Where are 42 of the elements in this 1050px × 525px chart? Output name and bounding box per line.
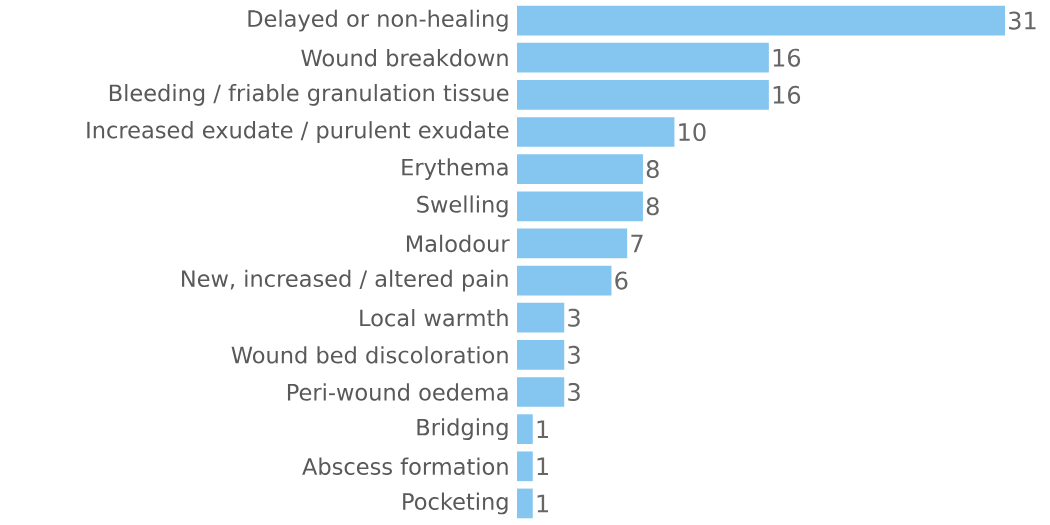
y-tick-label: Delayed or non-healing [248, 9, 508, 32]
data-label: 8 [646, 197, 659, 216]
data-label: 1 [537, 420, 548, 438]
y-tick-label: Pocketing [403, 492, 508, 515]
data-label: 7 [631, 234, 643, 253]
y-tick-label: Wound bed discoloration [231, 346, 508, 364]
bar [517, 414, 533, 445]
bar [517, 191, 643, 222]
y-tick-label: Increased exudate / purulent exudate [87, 121, 509, 143]
data-label: 3 [568, 308, 580, 327]
y-tick-label: Erythema [402, 158, 508, 181]
bar [517, 377, 565, 407]
data-label: 1 [537, 457, 548, 476]
data-label: 3 [568, 345, 580, 364]
bar [517, 302, 565, 333]
bar [517, 117, 675, 147]
data-label: 1 [537, 494, 548, 513]
data-label: 16 [773, 48, 801, 67]
data-label: 10 [679, 122, 706, 142]
bar [517, 42, 769, 73]
data-label: 16 [773, 85, 801, 104]
y-tick-label: Swelling [417, 195, 508, 218]
y-tick-label: Abscess formation [302, 457, 508, 475]
y-tick-label: Local warmth [360, 309, 508, 327]
bar [517, 228, 628, 259]
y-tick-label: Bleeding / friable granulation tissue [109, 83, 509, 106]
y-tick-label: Malodour [406, 234, 510, 253]
bar [517, 154, 643, 184]
y-tick-label: Peri-wound oedema [287, 383, 508, 401]
bar [517, 340, 565, 370]
bar [517, 5, 1006, 36]
bar [517, 451, 533, 482]
data-label: 31 [1009, 11, 1036, 30]
y-tick-label: Wound breakdown [301, 49, 508, 67]
bar [517, 80, 769, 110]
bar [517, 488, 533, 519]
y-tick-label: New, increased / altered pain [182, 269, 508, 292]
data-label: 3 [568, 382, 580, 402]
bar [517, 265, 612, 296]
data-label: 6 [615, 271, 628, 290]
data-label: 8 [646, 160, 659, 179]
y-tick-label: Bridging [417, 418, 508, 441]
